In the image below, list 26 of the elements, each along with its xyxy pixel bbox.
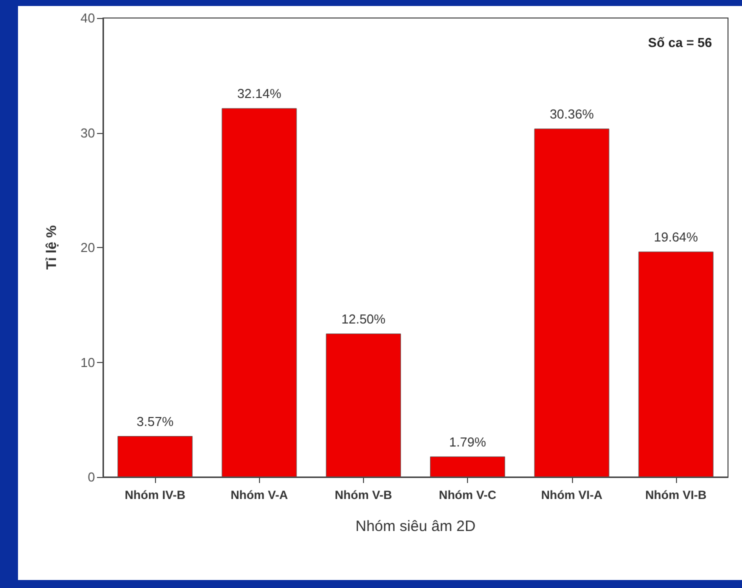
x-tick-label: Nhóm V-C xyxy=(438,488,497,502)
x-tick-label: Nhóm V-B xyxy=(334,488,392,502)
annotation: Số ca = 56 xyxy=(648,35,712,50)
data-label: 3.57% xyxy=(136,414,174,430)
bar xyxy=(534,128,610,477)
y-tick-label: 0 xyxy=(88,470,95,484)
data-label: 32.14% xyxy=(237,86,282,102)
data-label: 19.64% xyxy=(654,230,698,245)
bar xyxy=(326,334,401,477)
y-tick-label: 20 xyxy=(80,240,95,255)
data-label: 30.36% xyxy=(550,106,594,122)
y-tick-label: 40 xyxy=(80,10,95,26)
bar xyxy=(430,456,506,477)
x-tick-label: Nhóm VI-A xyxy=(541,488,603,502)
x-tick-label: Nhóm VI-B xyxy=(645,488,707,502)
bar xyxy=(118,436,193,477)
data-label: 1.79% xyxy=(449,434,486,450)
x-tick-label: Nhóm V-A xyxy=(230,488,288,502)
y-tick-label: 30 xyxy=(80,125,95,140)
data-label: 12.50% xyxy=(341,312,386,327)
x-tick-label: Nhóm IV-B xyxy=(124,488,186,502)
x-axis-title: Nhóm siêu âm 2D xyxy=(355,518,476,535)
y-axis-title: Tỉ lệ % xyxy=(43,224,59,270)
y-tick-label: 10 xyxy=(80,354,95,370)
bar xyxy=(222,108,297,477)
bar xyxy=(638,252,714,477)
